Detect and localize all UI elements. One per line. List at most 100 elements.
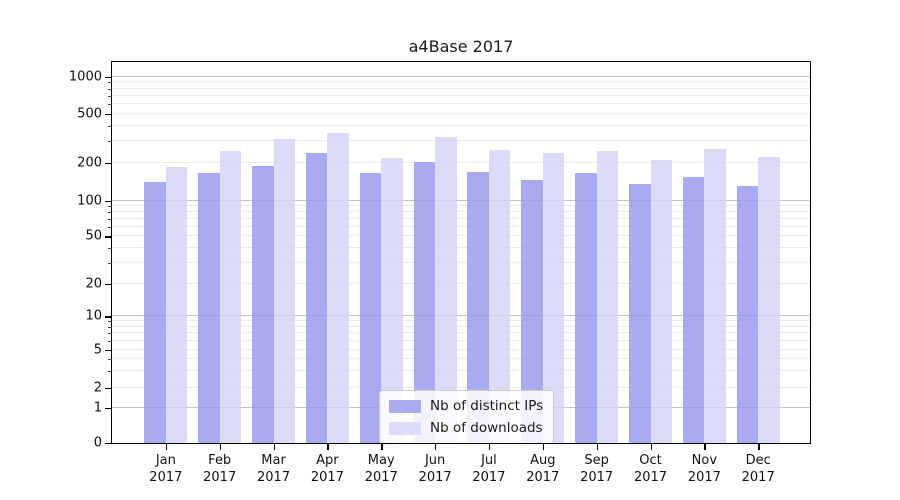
gridline-y-700 (112, 94, 810, 96)
bar-downloads-mar (273, 139, 296, 443)
bar-downloads-jun (435, 136, 457, 443)
bar-distinct-ips-mar (252, 165, 274, 443)
ytick-mark-minor (108, 82, 112, 84)
xtick-mark (488, 443, 491, 450)
bar-distinct-ips-feb (198, 173, 220, 443)
bar-downloads-jan (165, 167, 188, 443)
ytick-mark (105, 316, 112, 318)
gridline-y-500 (112, 112, 810, 114)
bar-distinct-ips-dec (736, 186, 759, 443)
gridline-y-300 (112, 140, 810, 142)
xtick-label-apr: Apr 2017 (310, 453, 344, 485)
gridline-y-90 (112, 205, 810, 207)
ytick-mark-minor (108, 247, 112, 249)
bar-distinct-ips-may (359, 173, 382, 443)
ytick-mark (105, 283, 112, 286)
gridline-y-1000 (112, 75, 810, 77)
xtick-mark (704, 443, 706, 450)
bar-downloads-apr (327, 132, 349, 443)
ytick-label-1: 1 (93, 400, 102, 416)
bar-distinct-ips-nov (682, 176, 705, 443)
xtick-mark (650, 443, 652, 450)
xtick-label-jul: Jul 2017 (472, 453, 506, 485)
ytick-label-1000: 1000 (68, 69, 102, 85)
ytick-label-50: 50 (85, 228, 102, 244)
legend-label: Nb of distinct IPs (430, 398, 544, 414)
gridline-y-9 (112, 320, 810, 322)
xtick-mark (165, 443, 168, 450)
ytick-mark-minor (108, 340, 112, 342)
bar-downloads-sep (596, 150, 619, 443)
gridline-y-10 (112, 315, 810, 317)
ytick-mark (105, 113, 112, 115)
ytick-label-200: 200 (77, 155, 102, 171)
xtick-mark (327, 443, 329, 450)
gridline-y-80 (112, 211, 810, 213)
ytick-mark-minor (108, 88, 112, 90)
bar-distinct-ips-jul (467, 171, 489, 443)
gridline-y-70 (112, 217, 810, 219)
bar-distinct-ips-jan (144, 182, 166, 443)
gridline-y-100 (112, 199, 810, 201)
gridline-y-3 (112, 370, 810, 372)
xtick-label-jan: Jan 2017 (149, 453, 183, 485)
xtick-label-may: May 2017 (364, 453, 398, 485)
ytick-label-0: 0 (93, 435, 102, 451)
bar-downloads-nov (704, 148, 726, 443)
xtick-mark (219, 443, 222, 450)
ytick-mark (105, 236, 112, 238)
xtick-label-mar: Mar 2017 (257, 453, 291, 485)
xtick-mark (596, 443, 599, 450)
ytick-label-100: 100 (77, 193, 102, 209)
gridline-y-30 (112, 261, 810, 263)
bar-downloads-oct (650, 160, 672, 443)
ytick-mark-minor (108, 226, 112, 228)
legend-entry-downloads: Nb of downloads (389, 420, 543, 436)
ytick-mark-minor (108, 103, 112, 105)
ytick-mark (105, 443, 112, 445)
gridline-y-4 (112, 358, 810, 359)
gridline-y-900 (112, 81, 810, 83)
ytick-mark-minor (108, 321, 112, 323)
bar-distinct-ips-aug (521, 180, 543, 443)
xtick-label-feb: Feb 2017 (203, 453, 237, 485)
ytick-label-2: 2 (93, 380, 102, 396)
ytick-mark (105, 387, 112, 390)
bar-downloads-jul (488, 149, 511, 443)
gridline-y-5 (112, 348, 810, 350)
ytick-mark (105, 407, 112, 410)
ytick-mark (105, 162, 112, 165)
xtick-label-nov: Nov 2017 (687, 453, 721, 485)
ytick-mark-minor (108, 141, 112, 143)
bar-distinct-ips-oct (629, 184, 651, 443)
ytick-label-10: 10 (85, 308, 102, 324)
xtick-mark (381, 443, 383, 450)
xtick-label-jun: Jun 2017 (418, 453, 452, 485)
ytick-mark-minor (108, 333, 112, 335)
bar-distinct-ips-sep (575, 173, 597, 443)
ytick-mark-minor (108, 218, 112, 220)
ytick-mark-minor (108, 358, 112, 360)
gridline-y-200 (112, 161, 810, 163)
xtick-mark (435, 443, 437, 450)
legend-entry-distinct-ips: Nb of distinct IPs (389, 398, 543, 414)
xtick-mark (542, 443, 545, 450)
gridline-y-2 (112, 386, 810, 388)
xtick-label-aug: Aug 2017 (526, 453, 560, 485)
xtick-label-oct: Oct 2017 (633, 453, 668, 485)
xtick-mark (758, 443, 760, 450)
gridline-y-400 (112, 124, 810, 126)
ytick-mark-minor (108, 212, 112, 214)
bar-downloads-dec (758, 156, 780, 443)
xtick-mark (273, 443, 275, 450)
bar-downloads-aug (542, 153, 565, 443)
gridline-y-7 (112, 332, 810, 334)
legend-swatch-downloads (389, 421, 421, 435)
ytick-mark-minor (108, 327, 112, 329)
plot-area (112, 62, 810, 443)
bar-downloads-feb (219, 150, 242, 443)
ytick-mark (105, 200, 112, 202)
gridline-y-800 (112, 87, 810, 89)
gridline-y-20 (112, 282, 810, 284)
